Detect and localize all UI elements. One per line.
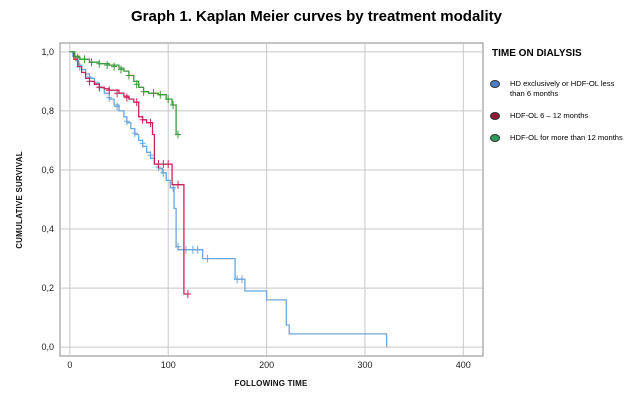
y-tick-label: 0,8 xyxy=(41,106,54,116)
plot-area xyxy=(59,42,484,357)
y-tick-label: 0,0 xyxy=(41,342,54,352)
x-tick-label: 200 xyxy=(259,360,274,370)
x-tick-label: 400 xyxy=(456,360,471,370)
censor-mark xyxy=(140,87,147,96)
censor-mark xyxy=(175,130,181,139)
legend-swatch-hd xyxy=(490,80,500,88)
censor-mark xyxy=(139,139,146,148)
legend-label-hdf-12plus: HDF-OL for more than 12 months xyxy=(510,133,623,142)
x-axis-label: FOLLOWING TIME xyxy=(234,379,307,388)
censor-mark xyxy=(96,59,103,68)
censor-mark xyxy=(239,275,245,284)
censor-mark xyxy=(88,58,95,67)
legend-item-hdf-12plus: HDF-OL for more than 12 months xyxy=(486,133,628,143)
censor-mark xyxy=(194,245,201,254)
y-axis-label: CUMULATIVE SURVIVAL xyxy=(15,151,24,249)
legend-label-hd: HD exclusively or HDF-OL less than 6 mon… xyxy=(510,79,615,98)
y-tick-label: 0,6 xyxy=(41,165,54,175)
censor-mark xyxy=(157,90,164,99)
y-tick-label: 0,2 xyxy=(41,283,54,293)
censor-mark xyxy=(86,77,93,86)
legend-swatch-hdf-12plus xyxy=(490,134,500,142)
censor-mark xyxy=(123,117,130,126)
x-tick-label: 300 xyxy=(357,360,372,370)
censor-mark xyxy=(204,254,211,263)
censor-mark xyxy=(175,180,181,189)
censor-mark xyxy=(165,160,172,169)
censor-mark xyxy=(131,129,138,138)
censor-mark xyxy=(175,242,181,251)
censor-mark xyxy=(96,83,103,92)
x-tick-label: 100 xyxy=(161,360,176,370)
x-tick-label: 0 xyxy=(67,360,72,370)
censor-mark xyxy=(81,55,88,64)
axis-ticks: 0,0 0,2 0,4 0,6 0,8 1,0 0 100 200 300 400 xyxy=(41,47,470,370)
censor-mark xyxy=(114,102,121,111)
y-tick-label: 0,4 xyxy=(41,224,54,234)
censor-mark xyxy=(147,118,154,127)
censor-mark xyxy=(133,80,140,89)
censor-mark xyxy=(150,89,157,98)
legend-item-hdf-6-12: HDF-OL 6 – 12 months xyxy=(486,111,628,121)
series-group xyxy=(69,51,388,348)
km-curve-1 xyxy=(69,51,188,295)
legend-label-hdf-6-12: HDF-OL 6 – 12 months xyxy=(510,111,589,120)
censor-mark xyxy=(114,89,121,98)
legend-item-hd: HD exclusively or HDF-OL less than 6 mon… xyxy=(486,79,628,99)
legend-title: TIME ON DIALYSIS xyxy=(492,48,582,59)
censor-mark xyxy=(133,98,140,107)
censor-mark xyxy=(123,93,130,102)
censor-mark xyxy=(104,61,111,70)
censor-mark xyxy=(106,93,113,102)
chart-title: Graph 1. Kaplan Meier curves by treatmen… xyxy=(131,8,502,25)
legend: TIME ON DIALYSIS HD exclusively or HDF-O… xyxy=(486,48,633,155)
censor-mark xyxy=(147,151,154,160)
censor-mark xyxy=(170,101,177,109)
censor-mark xyxy=(160,168,167,177)
censor-mark xyxy=(74,53,81,62)
grid-lines xyxy=(60,43,483,356)
censor-mark xyxy=(139,115,146,124)
censor-mark xyxy=(111,62,118,71)
censor-mark xyxy=(106,86,113,95)
censor-mark xyxy=(165,95,172,104)
legend-swatch-hdf-6-12 xyxy=(490,112,500,120)
y-tick-label: 1,0 xyxy=(41,47,54,57)
censor-mark xyxy=(184,290,191,298)
censor-mark xyxy=(125,71,132,80)
censor-mark xyxy=(118,65,124,74)
